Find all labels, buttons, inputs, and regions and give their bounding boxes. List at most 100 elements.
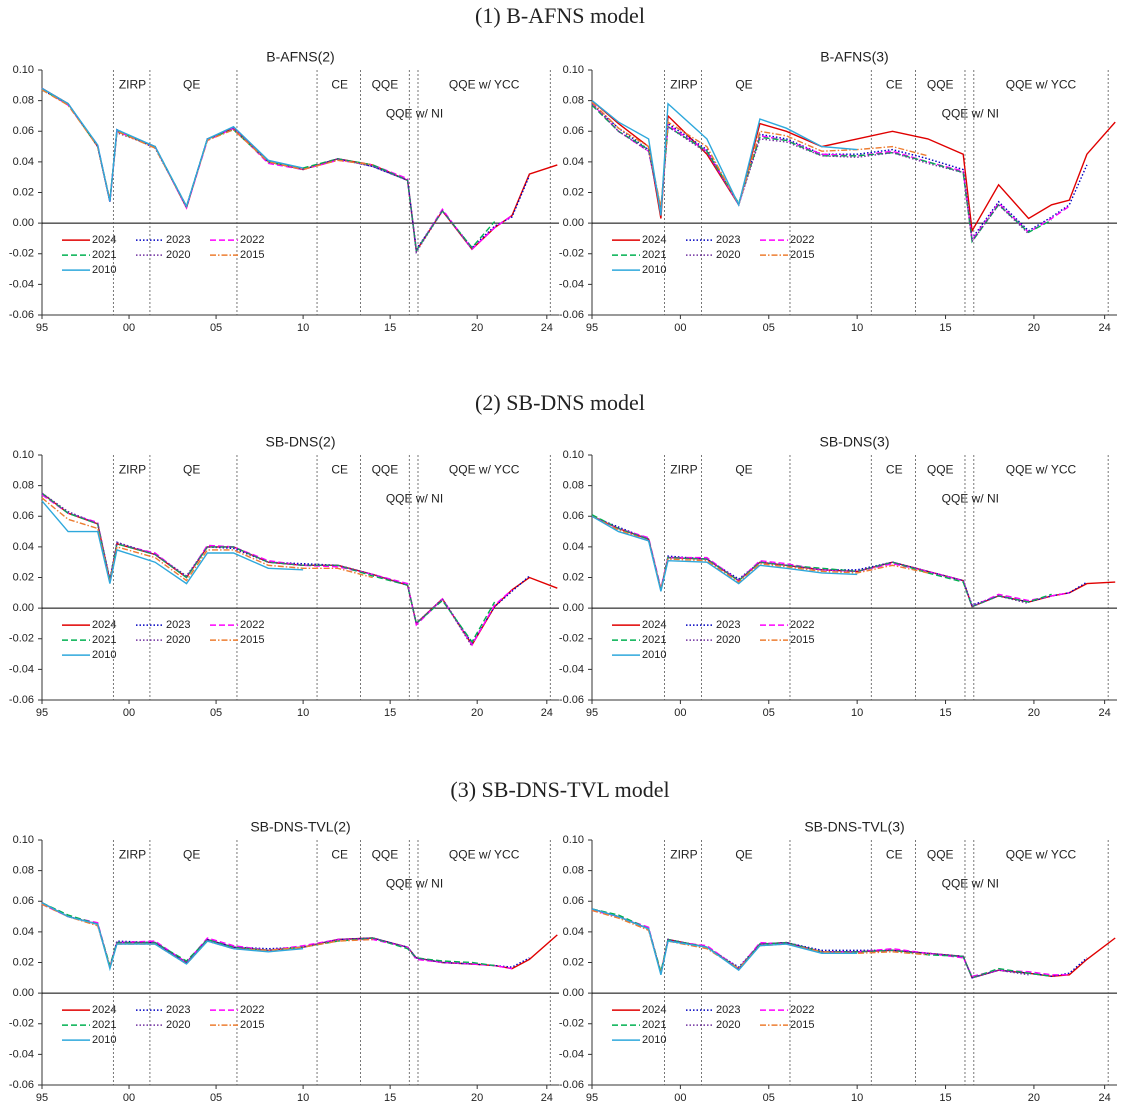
regime-label: QE (735, 462, 752, 476)
legend-label: 2021 (92, 249, 116, 261)
y-tick-label: 0.08 (563, 865, 584, 877)
regime-label: CE (331, 77, 348, 91)
legend-label: 2022 (790, 619, 814, 631)
legend-label: 2015 (790, 634, 814, 646)
series-line (591, 515, 1088, 606)
series-line (591, 908, 858, 975)
x-tick-label: 00 (674, 322, 686, 334)
x-tick-label: 10 (297, 1092, 309, 1104)
y-tick-label: 0.10 (13, 449, 34, 461)
x-tick-label: 24 (541, 322, 553, 334)
series-line (591, 100, 1116, 233)
y-tick-label: 0.06 (563, 125, 584, 137)
y-tick-label: -0.06 (559, 694, 584, 706)
section-title: (3) SB-DNS-TVL model (450, 777, 669, 802)
x-tick-label: 15 (939, 322, 951, 334)
regime-label: ZIRP (119, 77, 146, 91)
regime-label: QQE w/ NI (942, 492, 999, 506)
x-tick-label: 95 (586, 1092, 598, 1104)
legend-label: 2022 (240, 234, 264, 246)
y-tick-label: 0.10 (13, 64, 34, 76)
legend-label: 2021 (92, 1019, 116, 1031)
legend-label: 2024 (92, 619, 116, 631)
x-tick-label: 20 (471, 1092, 483, 1104)
x-tick-label: 10 (851, 707, 863, 719)
x-tick-label: 05 (763, 707, 775, 719)
regime-label: QQE (927, 77, 954, 91)
y-tick-label: -0.02 (559, 633, 584, 645)
legend-label: 2022 (790, 234, 814, 246)
regime-label: ZIRP (670, 462, 697, 476)
legend-label: 2010 (642, 1034, 666, 1046)
x-tick-label: 24 (541, 707, 553, 719)
legend-label: 2020 (166, 634, 190, 646)
legend-label: 2020 (166, 249, 190, 261)
y-tick-label: 0.04 (13, 541, 34, 553)
regime-label: QQE w/ NI (942, 107, 999, 121)
y-tick-label: -0.02 (9, 248, 34, 260)
regime-label: QQE (372, 847, 399, 861)
legend-label: 2021 (642, 634, 666, 646)
legend-label: 2010 (92, 649, 116, 661)
regime-label: QQE (927, 462, 954, 476)
y-tick-label: 0.04 (563, 156, 584, 168)
regime-label: CE (886, 847, 903, 861)
regime-label: QQE (927, 847, 954, 861)
series-line (591, 908, 1116, 979)
x-tick-label: 15 (939, 707, 951, 719)
regime-label: CE (331, 847, 348, 861)
legend-label: 2022 (240, 619, 264, 631)
series-line (591, 515, 1029, 608)
series-line (591, 515, 858, 592)
y-tick-label: -0.04 (9, 278, 34, 290)
y-tick-label: -0.04 (559, 1048, 584, 1060)
x-tick-label: 05 (210, 707, 222, 719)
series-line (591, 103, 1030, 244)
y-tick-label: 0.04 (563, 926, 584, 938)
y-tick-label: -0.02 (559, 1018, 584, 1030)
section-title: (2) SB-DNS model (475, 390, 645, 415)
regime-label: QQE (372, 77, 399, 91)
legend-label: 2021 (92, 634, 116, 646)
series-line (591, 103, 1088, 241)
legend-label: 2023 (716, 234, 740, 246)
y-tick-label: 0.00 (13, 217, 34, 229)
legend-label: 2020 (716, 634, 740, 646)
y-tick-label: -0.06 (9, 694, 34, 706)
x-tick-label: 05 (763, 1092, 775, 1104)
series-line (41, 89, 373, 209)
y-tick-label: 0.06 (13, 125, 34, 137)
y-tick-label: 0.10 (563, 64, 584, 76)
y-tick-label: 0.04 (13, 156, 34, 168)
y-tick-label: -0.06 (9, 309, 34, 321)
y-tick-label: 0.02 (13, 571, 34, 583)
series-line (591, 909, 1070, 978)
regime-label: QQE (372, 462, 399, 476)
chart-title: B-AFNS(2) (266, 49, 334, 65)
series-line (591, 908, 1052, 979)
regime-label: ZIRP (670, 77, 697, 91)
legend-label: 2015 (790, 1019, 814, 1031)
y-tick-label: 0.10 (13, 834, 34, 846)
x-tick-label: 10 (297, 707, 309, 719)
x-tick-label: 15 (384, 1092, 396, 1104)
y-tick-label: 0.04 (13, 926, 34, 938)
y-tick-label: 0.08 (13, 480, 34, 492)
regime-label: QE (183, 77, 200, 91)
series-line (591, 104, 1052, 244)
y-tick-label: 0.06 (13, 895, 34, 907)
x-tick-label: 00 (674, 707, 686, 719)
series-line (41, 87, 304, 209)
regime-label: QQE w/ YCC (1006, 462, 1077, 476)
series-line (591, 908, 1029, 979)
x-tick-label: 24 (1099, 1092, 1111, 1104)
y-tick-label: 0.06 (563, 895, 584, 907)
legend-label: 2022 (240, 1004, 264, 1016)
x-tick-label: 95 (586, 322, 598, 334)
y-tick-label: 0.02 (13, 186, 34, 198)
series-line (41, 902, 558, 970)
y-tick-label: 0.00 (563, 217, 584, 229)
y-tick-label: 0.00 (563, 602, 584, 614)
y-tick-label: -0.04 (9, 1048, 34, 1060)
x-tick-label: 00 (674, 1092, 686, 1104)
